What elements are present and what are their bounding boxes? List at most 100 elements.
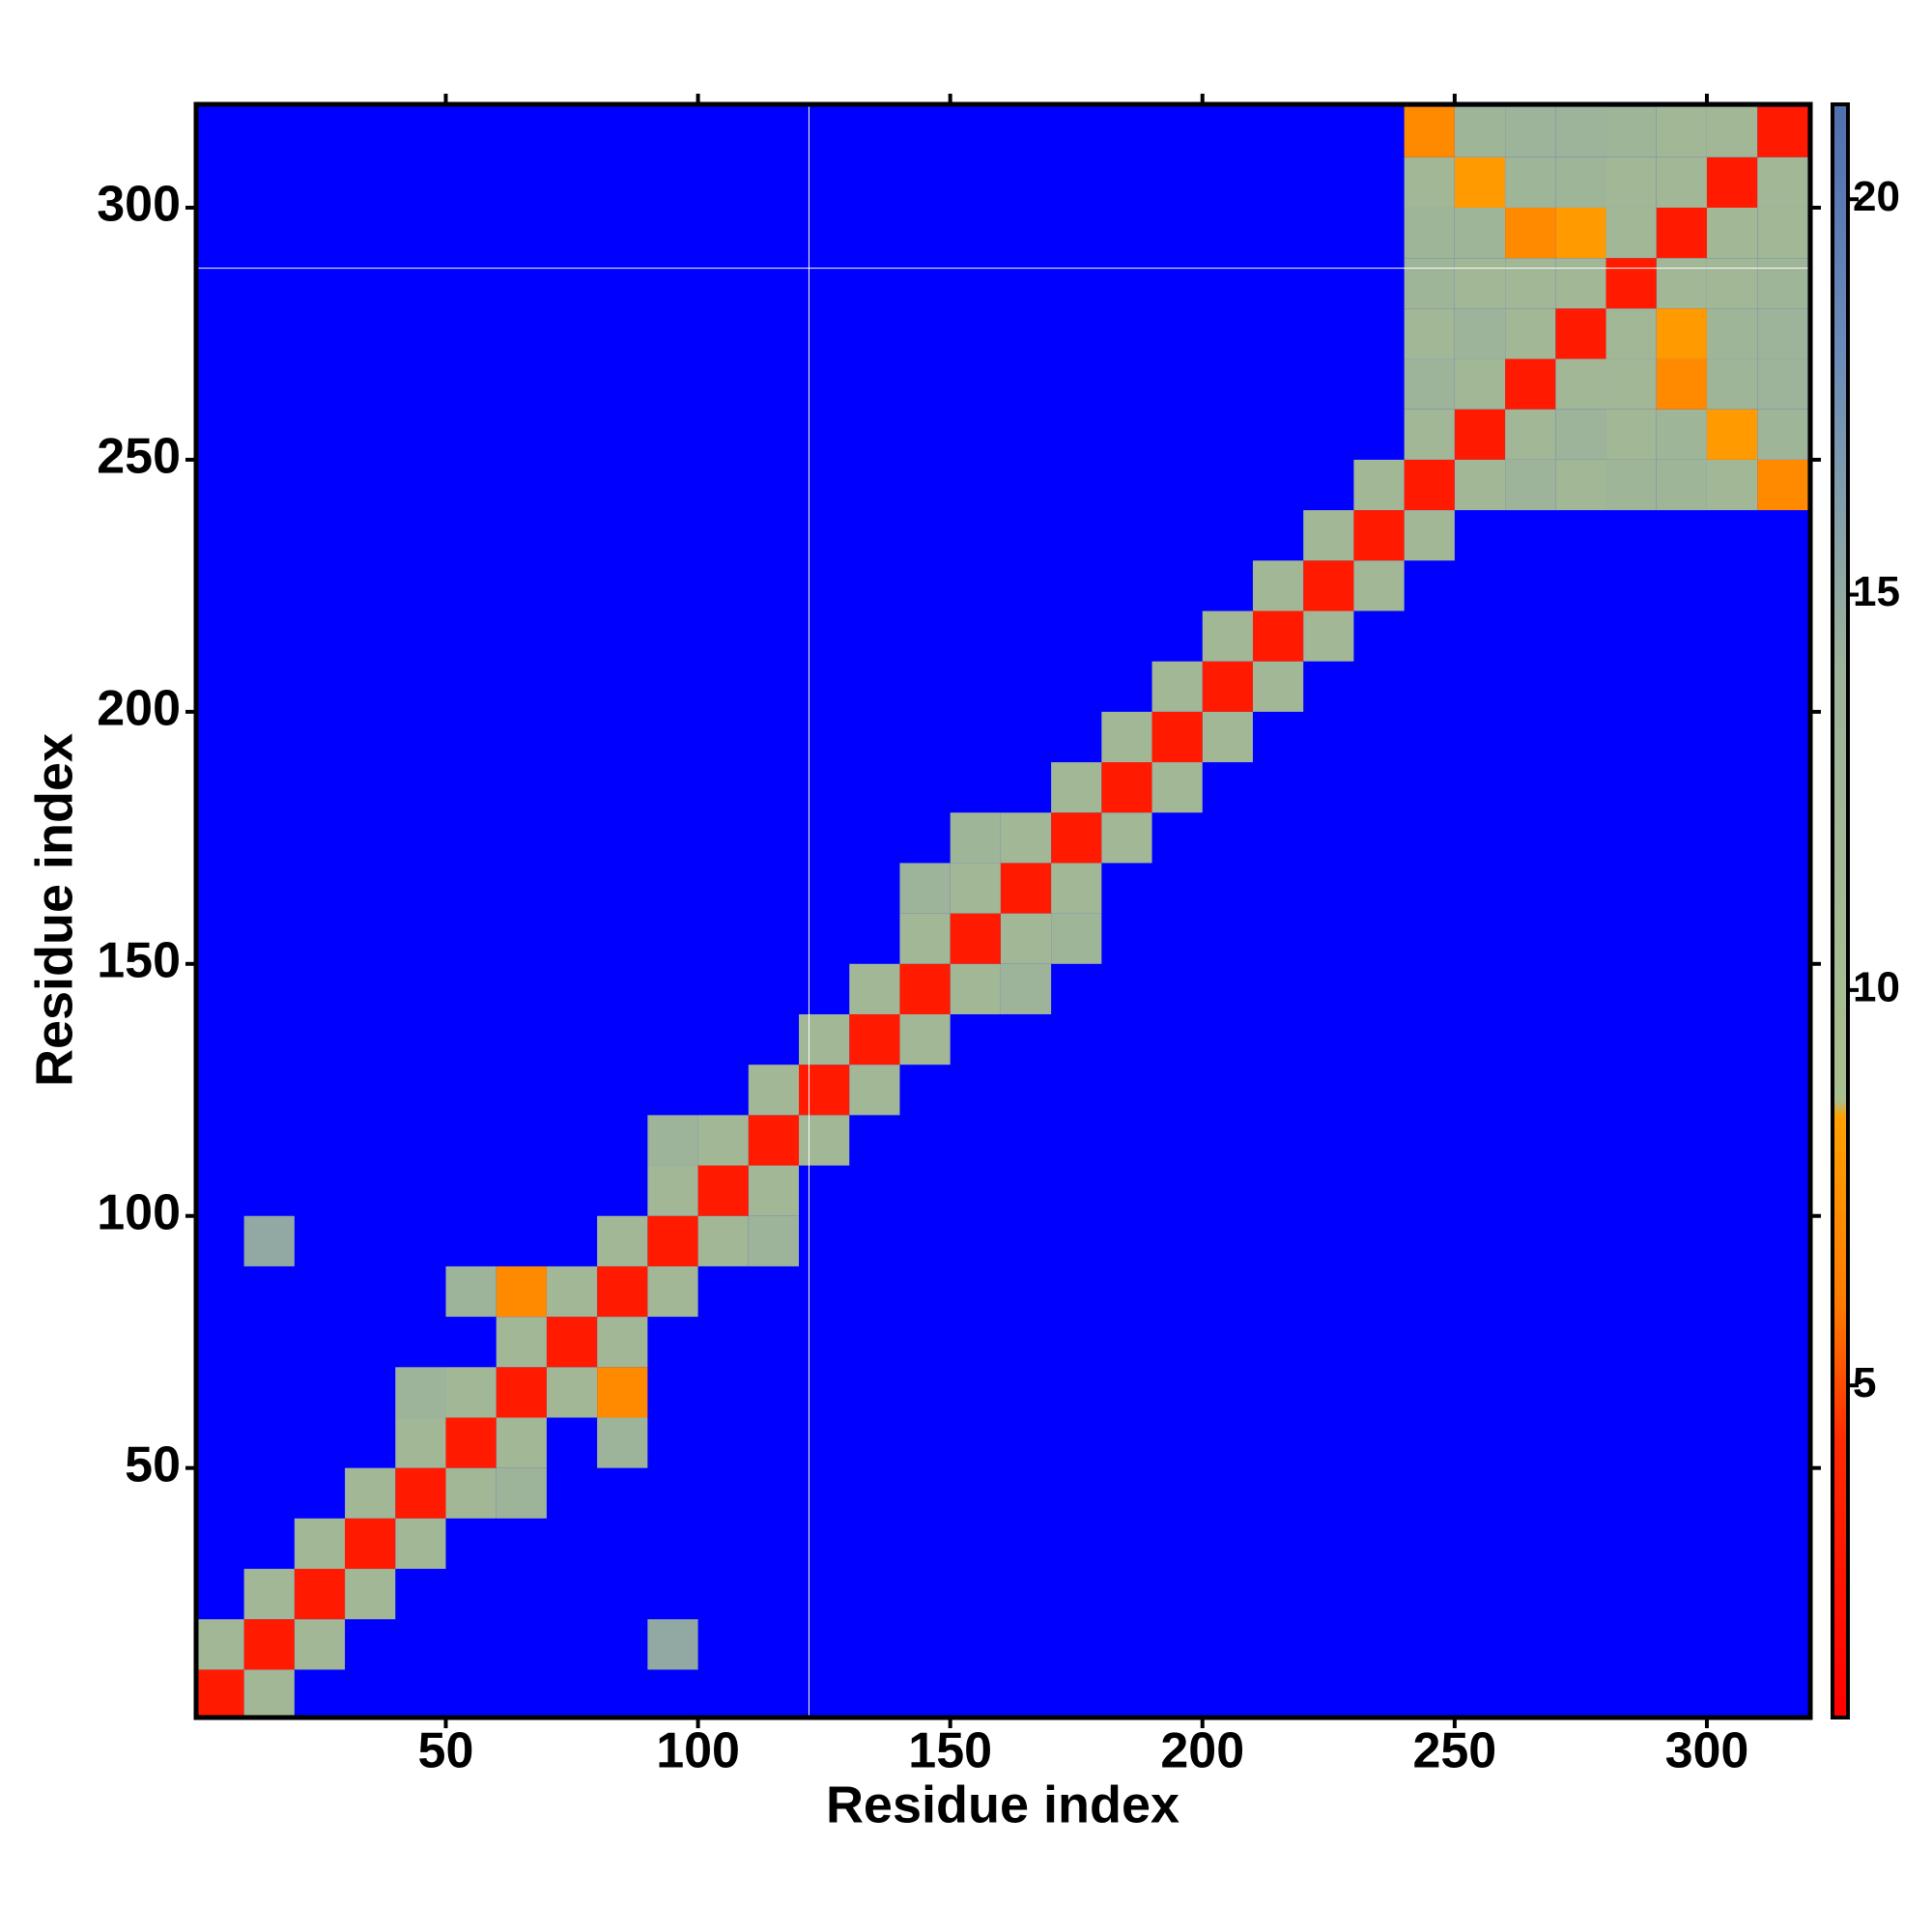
heatmap-cell — [1555, 106, 1606, 157]
heatmap-cell — [243, 1215, 295, 1266]
heatmap-cell — [1101, 812, 1152, 864]
heatmap-cell — [1505, 156, 1556, 208]
heatmap-cell — [1051, 812, 1102, 864]
heatmap-cell — [1404, 308, 1455, 359]
heatmap-cell — [1000, 812, 1052, 864]
heatmap-cell — [597, 1215, 648, 1266]
heatmap-cell — [1051, 913, 1102, 964]
heatmap-cell — [647, 1165, 698, 1216]
colorbar — [1831, 102, 1850, 1719]
heatmap-cell — [1555, 258, 1606, 309]
heatmap-cell — [496, 1317, 547, 1368]
heatmap-cell — [243, 1619, 295, 1670]
heatmap-cell — [1454, 358, 1506, 410]
heatmap-cell — [1656, 106, 1707, 157]
heatmap-cell — [1404, 258, 1455, 309]
heatmap-cell — [799, 1065, 850, 1116]
heatmap-cell — [1000, 913, 1052, 964]
heatmap-cell — [1252, 611, 1304, 662]
x-tick-label: 100 — [656, 1723, 740, 1779]
heatmap-cell — [445, 1467, 497, 1519]
heatmap-cell — [1757, 409, 1808, 460]
heatmap-cell — [1404, 207, 1455, 259]
heatmap-cell — [1656, 207, 1707, 259]
heatmap-cell — [1101, 711, 1152, 763]
heatmap-cell — [1706, 156, 1758, 208]
heatmap-cell — [1706, 106, 1758, 157]
heatmap-cell — [1353, 459, 1405, 511]
heatmap-cell — [1555, 156, 1606, 208]
heatmap-cell — [345, 1467, 396, 1519]
heatmap-cell — [597, 1417, 648, 1468]
heatmap-cell — [1454, 258, 1506, 309]
heatmap-cell — [1505, 258, 1556, 309]
heatmap-cell — [950, 863, 1001, 914]
heatmap-cell — [697, 1215, 749, 1266]
heatmap-cell — [899, 913, 951, 964]
heatmap-cell — [546, 1317, 598, 1368]
heatmap-cell — [1404, 409, 1455, 460]
heatmap-cell — [1252, 661, 1304, 712]
heatmap-cell — [1101, 762, 1152, 813]
heatmap-cell — [899, 863, 951, 914]
heatmap-cell — [1706, 207, 1758, 259]
heatmap-cell — [294, 1518, 346, 1570]
heatmap-cell — [496, 1265, 547, 1318]
heatmap-cell — [1656, 308, 1707, 359]
heatmap-cell — [1605, 106, 1657, 157]
x-tick-label: 250 — [1412, 1723, 1496, 1779]
y-tick-label: 100 — [97, 1184, 181, 1240]
y-tick-label: 200 — [97, 681, 181, 737]
colorbar-tick-label: 5 — [1853, 1359, 1876, 1406]
heatmap-cell — [1757, 258, 1808, 309]
heatmap-cell — [1605, 358, 1657, 410]
heatmap-cell — [395, 1417, 446, 1468]
heatmap-cell — [1757, 358, 1808, 410]
x-axis-title: Residue index — [826, 1776, 1179, 1833]
heatmap-cell — [1656, 459, 1707, 511]
heatmap-cell — [1454, 459, 1506, 511]
heatmap-cell — [1757, 106, 1808, 157]
heatmap-cell — [445, 1417, 497, 1468]
heatmap-cell — [1757, 308, 1808, 359]
heatmap-cell — [799, 1115, 850, 1166]
heatmap-cell — [294, 1619, 346, 1670]
heatmap-cell — [1505, 308, 1556, 359]
x-tick-label: 300 — [1665, 1723, 1749, 1779]
heatmap-cell — [243, 1569, 295, 1620]
heatmap-cell — [1454, 409, 1506, 460]
heatmap-cell — [1757, 459, 1808, 511]
heatmap-cell — [1656, 258, 1707, 309]
heatmap-cell — [1353, 510, 1405, 561]
heatmap-cell — [1505, 358, 1556, 410]
heatmap-cell — [1303, 510, 1354, 561]
heatmap-cell — [899, 963, 951, 1014]
heatmap-cell — [243, 1669, 295, 1718]
heatmap-cell — [196, 1669, 244, 1718]
heatmap-cell — [1605, 308, 1657, 359]
heatmap-cell — [1656, 358, 1707, 410]
heatmap-cell — [1303, 611, 1354, 662]
heatmap-cell — [597, 1367, 648, 1418]
heatmap-cell — [1505, 106, 1556, 157]
heatmap-cell — [1505, 409, 1556, 460]
heatmap-cell — [1252, 560, 1304, 611]
heatmap-cells — [196, 104, 1810, 1718]
heatmap-cell — [1404, 510, 1455, 561]
heatmap-cell — [345, 1518, 396, 1570]
heatmap-cell — [1757, 156, 1808, 208]
heatmap-cell — [395, 1367, 446, 1418]
heatmap-cell — [1454, 207, 1506, 259]
heatmap-cell — [950, 963, 1001, 1014]
heatmap-cell — [849, 1013, 900, 1065]
heatmap-cell — [1505, 207, 1556, 259]
heatmap-cell — [799, 1013, 850, 1065]
heatmap-cell — [1706, 459, 1758, 511]
heatmap-cell — [647, 1215, 698, 1266]
heatmap-cell — [1605, 207, 1657, 259]
heatmap-cell — [899, 1013, 951, 1065]
y-tick-label: 250 — [97, 429, 181, 485]
heatmap-cell — [1404, 459, 1455, 511]
